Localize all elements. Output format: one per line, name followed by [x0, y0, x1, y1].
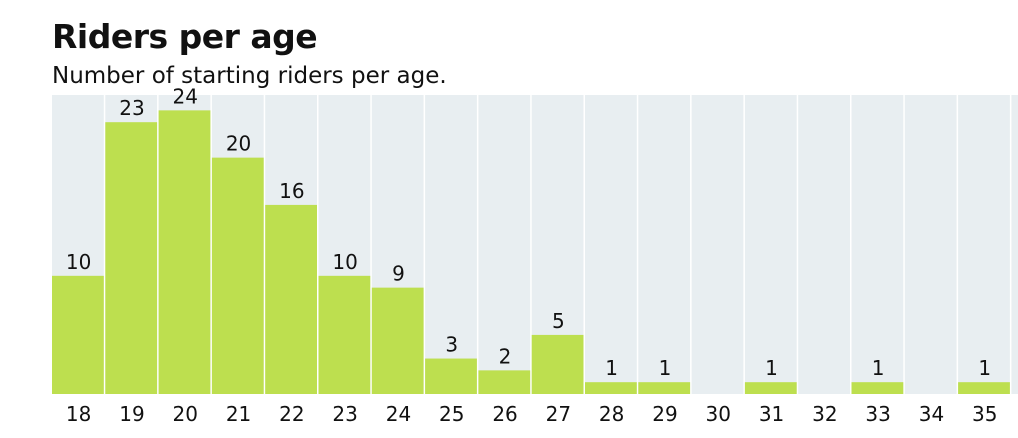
- value-labels: 10 23 24 20 16 10 9 3 2 5 1 1 1 1 1: [66, 84, 991, 380]
- x-axis-tick-labels: 18 19 20 21 22 23 24 25 26 27 28 29 30 31 32 33 34 35: [66, 402, 998, 426]
- bar-24[interactable]: [371, 287, 424, 394]
- value-label-31: 1: [765, 356, 778, 380]
- bar-20[interactable]: [158, 110, 211, 394]
- column-background-trailing: [1011, 95, 1018, 394]
- value-label-24: 9: [392, 262, 405, 286]
- column-background-32: [798, 95, 850, 394]
- bar-31[interactable]: [744, 382, 797, 394]
- tick-label-33: 33: [865, 402, 890, 426]
- column-background-26: [478, 95, 531, 394]
- value-label-27: 5: [552, 309, 565, 333]
- value-label-22: 16: [279, 179, 304, 203]
- tick-label-25: 25: [439, 402, 464, 426]
- chart-title: Riders per age: [52, 17, 318, 56]
- bar-27[interactable]: [531, 334, 584, 394]
- value-label-21: 20: [226, 132, 251, 156]
- value-label-20: 24: [173, 84, 198, 108]
- tick-label-20: 20: [173, 402, 198, 426]
- tick-label-28: 28: [599, 402, 624, 426]
- column-background-34: [904, 95, 957, 394]
- bar-21[interactable]: [211, 157, 264, 394]
- tick-label-29: 29: [652, 402, 677, 426]
- bar-22[interactable]: [265, 204, 317, 394]
- tick-label-27: 27: [546, 402, 571, 426]
- bar-29[interactable]: [638, 382, 691, 394]
- value-label-26: 2: [499, 344, 512, 368]
- tick-label-24: 24: [386, 402, 411, 426]
- bars: [52, 110, 1010, 394]
- value-label-18: 10: [66, 250, 91, 274]
- column-background-31: [744, 95, 797, 394]
- value-label-35: 1: [978, 356, 991, 380]
- tick-label-23: 23: [332, 402, 357, 426]
- bar-28[interactable]: [585, 382, 637, 394]
- value-label-29: 1: [659, 356, 672, 380]
- tick-label-35: 35: [972, 402, 997, 426]
- tick-label-34: 34: [919, 402, 944, 426]
- bar-35[interactable]: [958, 382, 1010, 394]
- bar-19[interactable]: [105, 122, 158, 394]
- tick-label-31: 31: [759, 402, 784, 426]
- tick-label-32: 32: [812, 402, 837, 426]
- value-label-25: 3: [445, 333, 458, 357]
- tick-label-18: 18: [66, 402, 91, 426]
- chart-subtitle: Number of starting riders per age.: [52, 63, 447, 89]
- value-label-19: 23: [119, 96, 144, 120]
- column-background-25: [425, 95, 477, 394]
- bar-33[interactable]: [851, 382, 904, 394]
- value-label-23: 10: [332, 250, 357, 274]
- tick-label-22: 22: [279, 402, 304, 426]
- value-label-33: 1: [872, 356, 885, 380]
- bar-26[interactable]: [478, 370, 531, 394]
- bar-25[interactable]: [425, 358, 477, 394]
- column-background-33: [851, 95, 904, 394]
- bar-23[interactable]: [318, 275, 371, 394]
- tick-label-21: 21: [226, 402, 251, 426]
- column-background-35: [958, 95, 1010, 394]
- tick-label-19: 19: [119, 402, 144, 426]
- value-label-28: 1: [605, 356, 618, 380]
- column-background-30: [691, 95, 744, 394]
- tick-label-26: 26: [492, 402, 517, 426]
- bar-18[interactable]: [52, 275, 104, 394]
- column-background-28: [585, 95, 637, 394]
- column-background-29: [638, 95, 691, 394]
- tick-label-30: 30: [706, 402, 731, 426]
